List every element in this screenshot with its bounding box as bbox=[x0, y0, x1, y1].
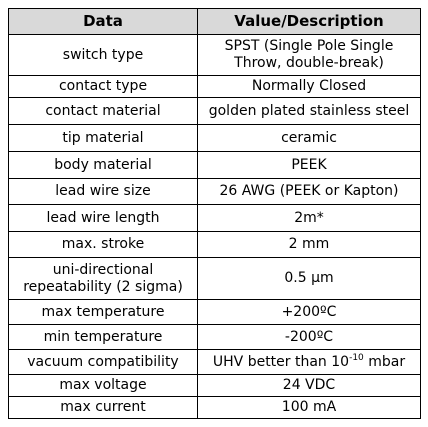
table-cell: vacuum compatibility bbox=[8, 349, 198, 375]
table-cell: 24 VDC bbox=[197, 374, 421, 397]
table-row: body material PEEK bbox=[8, 151, 421, 179]
table-cell: 26 AWG (PEEK or Kapton) bbox=[197, 178, 421, 205]
table-cell: UHV better than 10-10 mbar bbox=[197, 349, 421, 375]
table-row: contact material golden plated stainless … bbox=[8, 97, 421, 125]
table-row: max current 100 mA bbox=[8, 396, 421, 419]
table-row: contact type Normally Closed bbox=[8, 75, 421, 98]
table-cell: 2m* bbox=[197, 204, 421, 232]
table-cell: Normally Closed bbox=[197, 75, 421, 98]
table-row: vacuum compatibility UHV better than 10-1… bbox=[8, 349, 421, 375]
table-cell: lead wire length bbox=[8, 204, 198, 232]
table-row: min temperature -200ºC bbox=[8, 324, 421, 350]
cell-text: UHV better than 10 bbox=[212, 353, 350, 370]
cell-unit: mbar bbox=[368, 353, 406, 370]
table-cell: 100 mA bbox=[197, 396, 421, 419]
table-cell: PEEK bbox=[197, 151, 421, 179]
table-cell: SPST (Single Pole Single Throw, double-b… bbox=[197, 34, 421, 76]
table-cell: lead wire size bbox=[8, 178, 198, 205]
table-cell: ceramic bbox=[197, 124, 421, 152]
table-cell: body material bbox=[8, 151, 198, 179]
table-cell: max. stroke bbox=[8, 231, 198, 258]
header-cell: Value/Description bbox=[197, 8, 421, 35]
header-cell: Data bbox=[8, 8, 198, 35]
table-cell: tip material bbox=[8, 124, 198, 152]
table-cell: uni-directional repeatability (2 sigma) bbox=[8, 257, 198, 300]
table-cell: +200ºC bbox=[197, 299, 421, 325]
table-row: max voltage 24 VDC bbox=[8, 374, 421, 397]
table-cell: max current bbox=[8, 396, 198, 419]
table-cell: golden plated stainless steel bbox=[197, 97, 421, 125]
table-row: tip material ceramic bbox=[8, 124, 421, 152]
table-row: uni-directional repeatability (2 sigma) 0… bbox=[8, 257, 421, 300]
table-cell: min temperature bbox=[8, 324, 198, 350]
table-cell: contact material bbox=[8, 97, 198, 125]
table-row: max. stroke 2 mm bbox=[8, 231, 421, 258]
spec-table: Data Value/Description switch type SPST (S… bbox=[8, 8, 421, 419]
table-cell: switch type bbox=[8, 34, 198, 76]
table-cell: contact type bbox=[8, 75, 198, 98]
table-cell: max temperature bbox=[8, 299, 198, 325]
header-row: Data Value/Description bbox=[8, 8, 421, 35]
table-row: max temperature +200ºC bbox=[8, 299, 421, 325]
table-row: switch type SPST (Single Pole Single Thro… bbox=[8, 34, 421, 76]
table-cell: 2 mm bbox=[197, 231, 421, 258]
cell-superscript: -10 bbox=[349, 352, 364, 363]
table-cell: -200ºC bbox=[197, 324, 421, 350]
table-cell: 0.5 µm bbox=[197, 257, 421, 300]
table-row: lead wire size 26 AWG (PEEK or Kapton) bbox=[8, 178, 421, 205]
table-row: lead wire length 2m* bbox=[8, 204, 421, 232]
table-cell: max voltage bbox=[8, 374, 198, 397]
